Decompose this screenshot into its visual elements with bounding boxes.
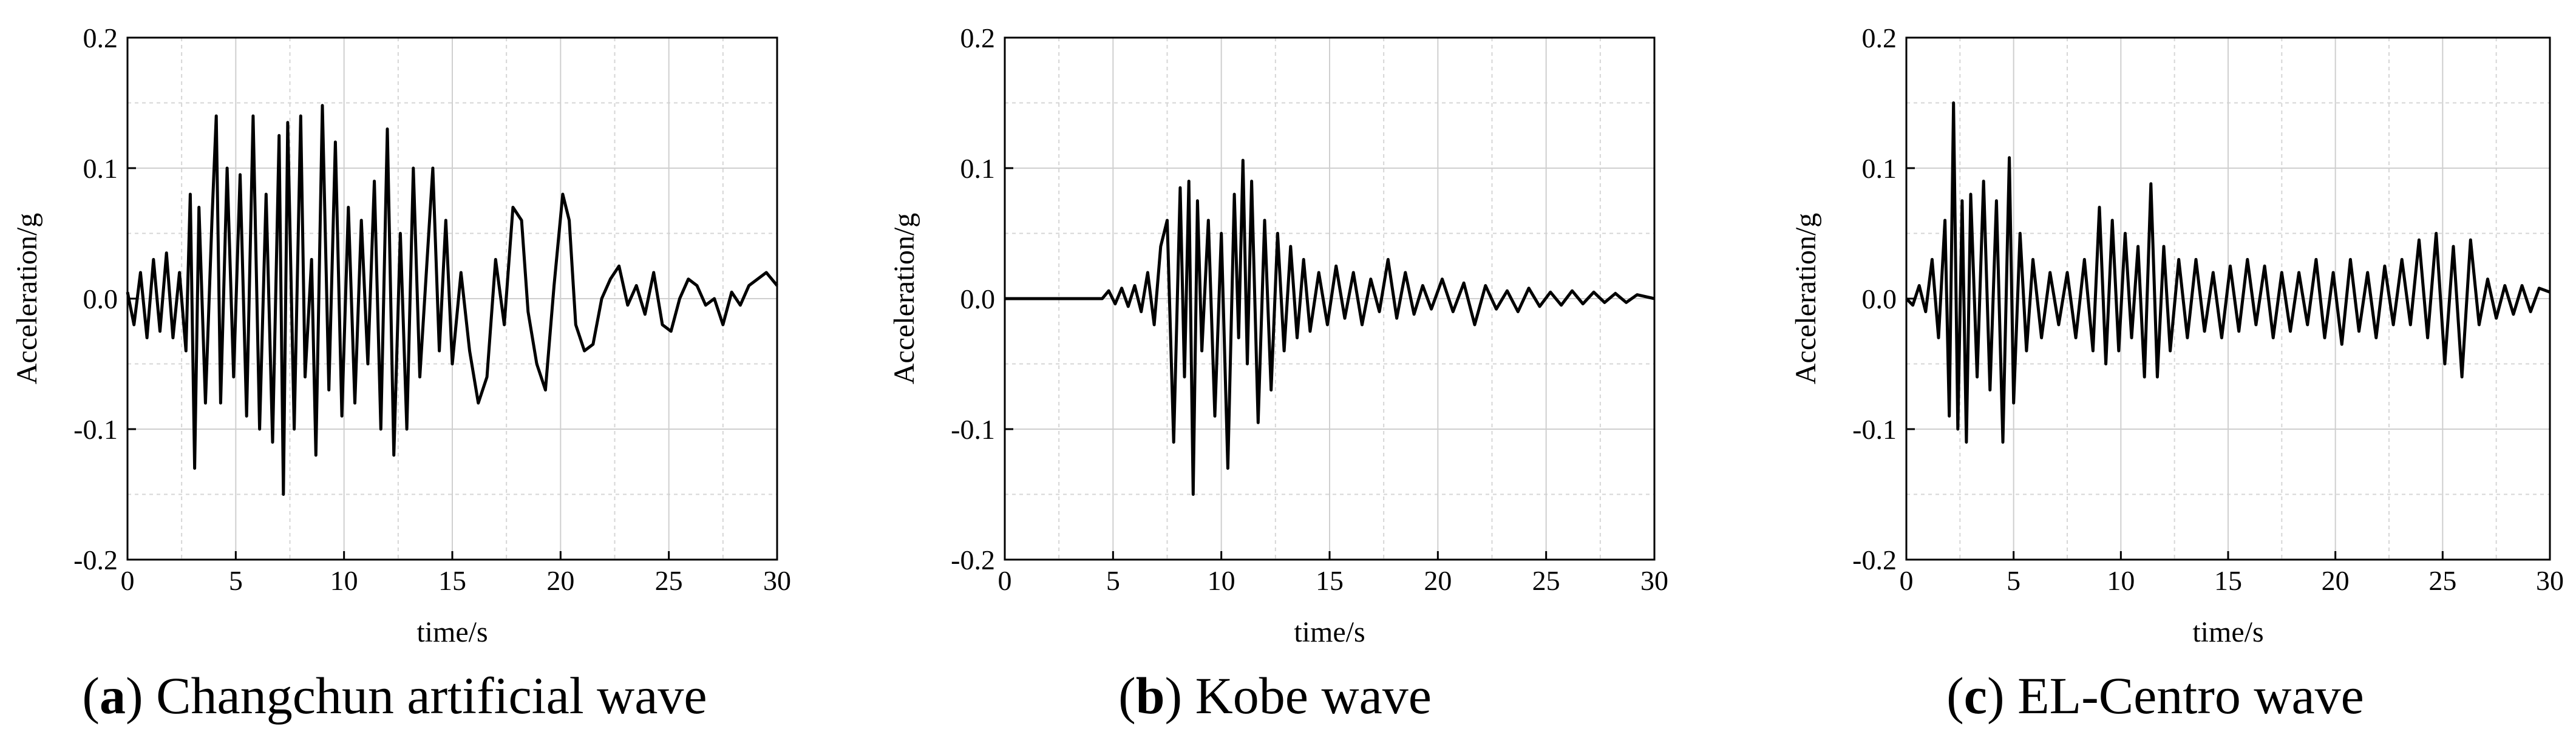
x-tick-label: 30	[2536, 565, 2564, 596]
y-tick-label: 0.0	[83, 283, 118, 314]
panel-caption-text: (	[1946, 666, 1964, 725]
x-tick-label: 20	[1424, 565, 1452, 596]
y-tick-label: 0.0	[960, 283, 996, 314]
y-tick-label: -0.1	[73, 414, 118, 445]
y-tick-label: -0.2	[1852, 544, 1897, 575]
panel-caption: (b) Kobe wave	[1118, 666, 1432, 725]
x-axis-title: time/s	[1294, 616, 1365, 648]
panel-caption-text: ) Kobe wave	[1165, 666, 1432, 725]
x-tick-label: 20	[2322, 565, 2350, 596]
x-tick-label: 5	[1106, 565, 1120, 596]
y-tick-label: -0.2	[73, 544, 118, 575]
y-tick-label: 0.0	[1862, 283, 1897, 314]
x-tick-label: 10	[330, 565, 358, 596]
acceleration-series-line	[126, 104, 778, 496]
x-tick-label: 0	[998, 565, 1012, 596]
acceleration-series-line	[1905, 101, 2551, 444]
x-tick-label: 20	[546, 565, 574, 596]
panel-caption-text: ) EL-Centro wave	[1987, 666, 2364, 725]
panel-letter: b	[1136, 666, 1165, 725]
panel-caption-text: ) Changchun artificial wave	[126, 666, 707, 725]
y-tick-label: -0.2	[951, 544, 995, 575]
acceleration-series-line	[1005, 158, 1655, 496]
x-tick-label: 25	[1532, 565, 1560, 596]
y-tick-label: -0.1	[1852, 414, 1897, 445]
x-tick-label: 0	[121, 565, 135, 596]
x-tick-label: 10	[1208, 565, 1235, 596]
x-tick-label: 15	[1316, 565, 1344, 596]
y-axis-title: Acceleration/g	[1790, 213, 1822, 385]
y-tick-label: 0.1	[960, 153, 996, 184]
x-tick-label: 30	[1640, 565, 1668, 596]
y-axis-title: Acceleration/g	[888, 213, 920, 385]
x-axis-title: time/s	[416, 616, 488, 648]
x-tick-label: 25	[655, 565, 683, 596]
panel-letter: a	[100, 666, 126, 725]
x-tick-label: 25	[2428, 565, 2456, 596]
x-tick-label: 30	[763, 565, 791, 596]
y-tick-label: -0.1	[951, 414, 995, 445]
panel-caption: (c) EL-Centro wave	[1946, 666, 2364, 725]
y-tick-label: 0.2	[1862, 22, 1897, 53]
y-tick-label: 0.1	[1862, 153, 1897, 184]
panel-caption-text: (	[1118, 666, 1136, 725]
y-tick-label: 0.1	[83, 153, 118, 184]
panel-letter: c	[1964, 666, 1987, 725]
x-tick-label: 15	[2214, 565, 2242, 596]
y-axis-title: Acceleration/g	[11, 213, 43, 385]
x-tick-label: 5	[229, 565, 243, 596]
panel-caption-text: (	[82, 666, 100, 725]
x-tick-label: 10	[2107, 565, 2135, 596]
x-tick-label: 5	[2007, 565, 2020, 596]
y-tick-label: 0.2	[960, 22, 996, 53]
y-tick-label: 0.2	[83, 22, 118, 53]
x-axis-title: time/s	[2192, 616, 2263, 648]
x-tick-label: 0	[1900, 565, 1914, 596]
x-tick-label: 15	[438, 565, 466, 596]
panel-caption: (a) Changchun artificial wave	[82, 666, 707, 725]
